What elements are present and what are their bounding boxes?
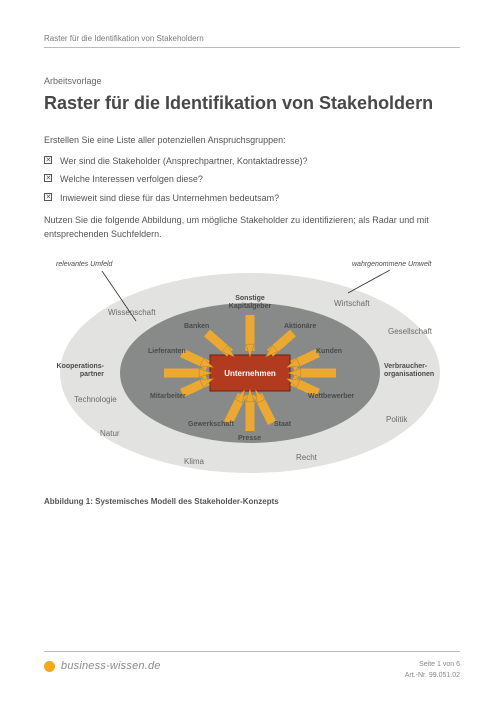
bullet-text: Inwieweit sind diese für das Unternehmen… [60, 192, 279, 205]
article-number: Art.-Nr. 99.051.02 [405, 671, 460, 682]
label-mitarbeiter: Mitarbeiter [150, 393, 186, 400]
footer-meta: Seite 1 von 6 Art.-Nr. 99.051.02 [405, 660, 460, 681]
intro-text: Erstellen Sie eine Liste aller potenziel… [44, 135, 460, 145]
page-title: Raster für die Identifikation von Stakeh… [44, 92, 460, 115]
page-number: Seite 1 von 6 [405, 660, 460, 671]
bullet-text: Welche Interessen verfolgen diese? [60, 173, 203, 186]
running-header: Raster für die Identifikation von Stakeh… [44, 34, 460, 48]
label-natur: Natur [100, 429, 120, 438]
label-wettbewerber: Wettbewerber [308, 393, 354, 400]
label-presse: Presse [238, 435, 261, 442]
brand-text: business-wissen.de [61, 660, 161, 672]
label-banken: Banken [184, 323, 209, 330]
label-kooperationspartner: Kooperations- partner [46, 363, 104, 378]
label-relevantes-umfeld: relevantes Umfeld [56, 261, 112, 268]
label-verbraucher: Verbraucher- organisationen [384, 363, 444, 378]
brand-dot-icon [44, 661, 55, 672]
label-wissenschaft: Wissenschaft [108, 308, 156, 317]
label-recht: Recht [296, 453, 317, 462]
bullet-text: Wer sind die Stakeholder (Ansprechpartne… [60, 155, 307, 168]
label-gewerkschaft: Gewerkschaft [188, 421, 234, 428]
label-sonstige-kapitalgeber: Sonstige Kapitalgeber [227, 295, 273, 310]
bullet-item: Welche Interessen verfolgen diese? [44, 173, 460, 186]
body-paragraph: Nutzen Sie die folgende Abbildung, um mö… [44, 214, 460, 241]
brand: business-wissen.de [44, 660, 161, 672]
figure-caption: Abbildung 1: Systemisches Modell des Sta… [44, 497, 460, 506]
label-politik: Politik [386, 415, 407, 424]
stakeholder-diagram: Unternehmen relevantes Umfeld wahrgenomm… [44, 253, 456, 483]
label-aktionare: Aktionäre [284, 323, 316, 330]
label-wahrgenommene-umwelt: wahrgenommene Umwelt [352, 261, 431, 268]
label-staat: Staat [274, 421, 291, 428]
label-technologie: Technologie [74, 395, 117, 404]
label-gesellschaft: Gesellschaft [388, 327, 432, 336]
label-lieferanten: Lieferanten [148, 348, 186, 355]
page-footer: business-wissen.de Seite 1 von 6 Art.-Nr… [44, 651, 460, 681]
svg-text:Unternehmen: Unternehmen [224, 369, 276, 378]
label-klima: Klima [184, 457, 204, 466]
bullet-item: Inwieweit sind diese für das Unternehmen… [44, 192, 460, 205]
label-kunden: Kunden [316, 348, 342, 355]
eyebrow: Arbeitsvorlage [44, 76, 460, 86]
checkbox-icon [44, 156, 52, 164]
bullet-item: Wer sind die Stakeholder (Ansprechpartne… [44, 155, 460, 168]
checkbox-icon [44, 193, 52, 201]
checkbox-icon [44, 174, 52, 182]
label-wirtschaft: Wirtschaft [334, 299, 370, 308]
